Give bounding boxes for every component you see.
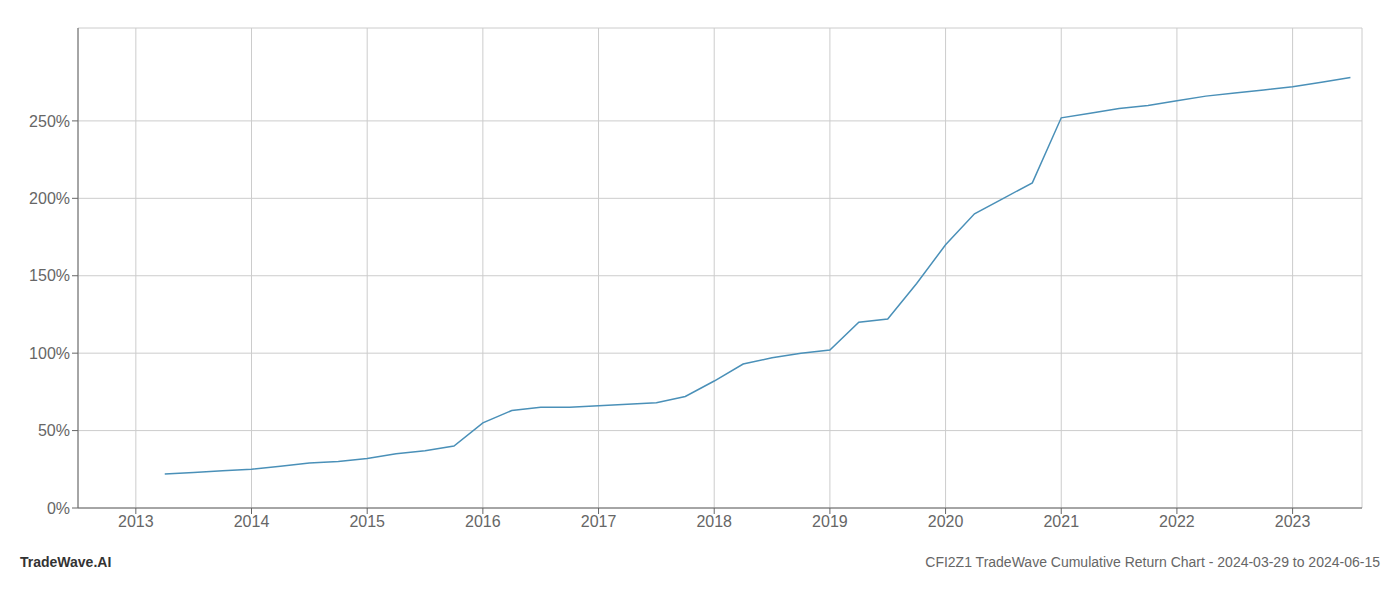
svg-text:2017: 2017 — [581, 513, 617, 530]
svg-text:2019: 2019 — [812, 513, 848, 530]
svg-text:2022: 2022 — [1159, 513, 1195, 530]
svg-text:2021: 2021 — [1043, 513, 1079, 530]
svg-text:100%: 100% — [29, 345, 70, 362]
svg-text:150%: 150% — [29, 267, 70, 284]
svg-text:2013: 2013 — [118, 513, 154, 530]
svg-text:2023: 2023 — [1275, 513, 1311, 530]
svg-text:2016: 2016 — [465, 513, 501, 530]
svg-text:2018: 2018 — [696, 513, 732, 530]
html-text:TradeWave.AI: TradeWave.AI — [20, 554, 112, 570]
svg-text:2014: 2014 — [234, 513, 270, 530]
svg-text:2020: 2020 — [928, 513, 964, 530]
svg-text:2015: 2015 — [349, 513, 385, 530]
svg-text:50%: 50% — [38, 422, 70, 439]
svg-text:250%: 250% — [29, 113, 70, 130]
svg-text:200%: 200% — [29, 190, 70, 207]
svg-text:0%: 0% — [47, 500, 70, 517]
html-text:CFI2Z1 TradeWave Cumulative Re: CFI2Z1 TradeWave Cumulative Return Chart… — [925, 554, 1380, 570]
